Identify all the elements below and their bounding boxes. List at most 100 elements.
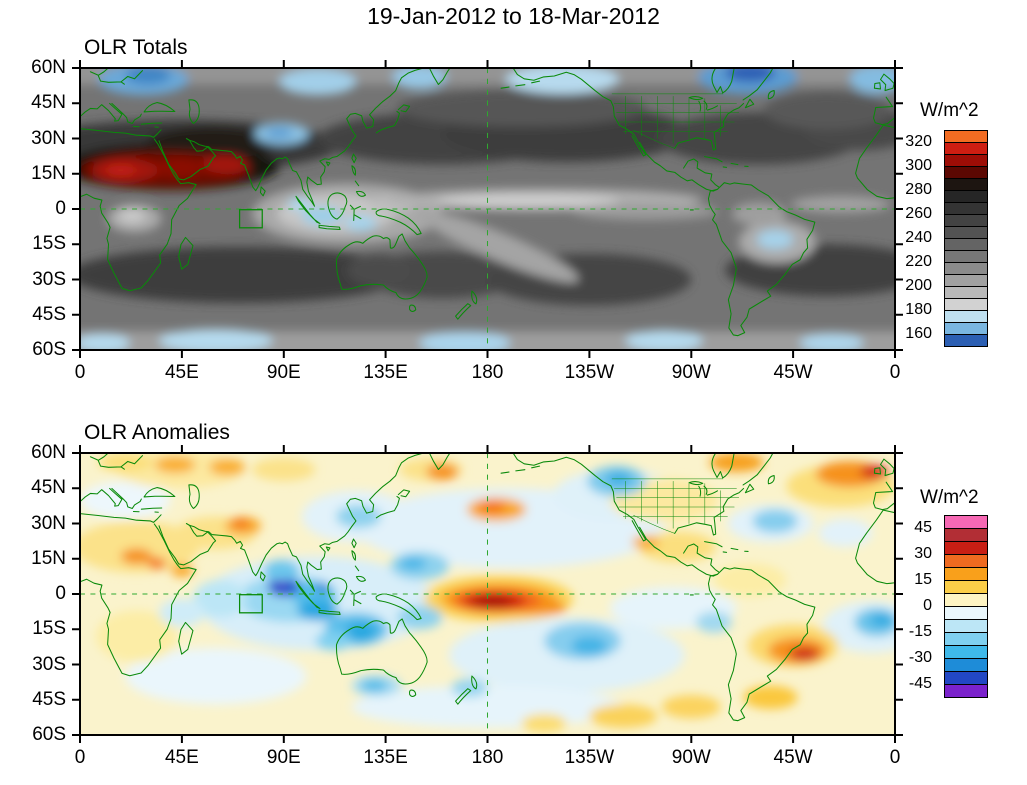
anomalies-left-ticks bbox=[72, 452, 80, 736]
colorbar-cell bbox=[945, 275, 987, 287]
lat-tick-label: 15S bbox=[32, 618, 66, 640]
lon-tick-label: 0 bbox=[74, 747, 86, 768]
anomalies-bottom-ticks bbox=[79, 735, 896, 743]
lat-tick-label: 30N bbox=[31, 512, 66, 534]
anomalies-units-label: W/m^2 bbox=[920, 487, 979, 508]
colorbar-tick-label: -45 bbox=[908, 675, 932, 692]
lon-tick-label: 0 bbox=[889, 362, 901, 383]
colorbar-cell bbox=[945, 620, 987, 633]
colorbar-tick-label: 200 bbox=[905, 277, 932, 294]
colorbar-cell bbox=[945, 594, 987, 607]
lat-tick-label: 15N bbox=[31, 162, 66, 184]
totals-panel-title: OLR Totals bbox=[84, 36, 188, 59]
totals-left-ticks bbox=[72, 67, 80, 351]
colorbar-cell bbox=[945, 685, 987, 697]
anomalies-lon-axis: 0 45E 90E 135E 180 135W 90W 45W 0 bbox=[75, 747, 901, 771]
lon-tick-label: 45W bbox=[773, 747, 813, 768]
colorbar-cell bbox=[945, 191, 987, 203]
colorbar-tick-label: 180 bbox=[905, 301, 932, 318]
lon-tick-label: 90W bbox=[671, 747, 711, 768]
anomalies-top-ticks bbox=[79, 445, 896, 453]
totals-index-box bbox=[238, 209, 263, 229]
colorbar-cell bbox=[945, 131, 987, 143]
lat-tick-label: 60S bbox=[32, 339, 66, 360]
anomalies-lat-axis: 60N 45N 30N 15N 0 15S 30S 45S 60S bbox=[0, 442, 72, 745]
lon-tick-label: 135E bbox=[363, 747, 408, 768]
lon-tick-label: 90E bbox=[266, 362, 301, 383]
lon-tick-label: 90E bbox=[266, 747, 301, 768]
totals-top-ticks bbox=[79, 60, 896, 68]
colorbar-cell bbox=[945, 659, 987, 672]
lat-tick-label: 45S bbox=[32, 303, 66, 325]
lon-tick-label: 90W bbox=[671, 362, 711, 383]
lat-tick-label: 60S bbox=[32, 724, 66, 745]
lon-tick-label: 135W bbox=[564, 362, 615, 383]
lon-tick-label: 45E bbox=[164, 362, 199, 383]
colorbar-tick-label: 45 bbox=[914, 519, 932, 536]
colorbar-cell bbox=[945, 179, 987, 191]
lon-tick-label: 0 bbox=[889, 747, 901, 768]
lat-tick-label: 45N bbox=[31, 92, 66, 114]
colorbar-cell bbox=[945, 227, 987, 239]
colorbar-cell bbox=[945, 215, 987, 227]
colorbar-tick-label: 260 bbox=[905, 205, 932, 222]
colorbar-cell bbox=[945, 263, 987, 275]
colorbar-cell bbox=[945, 287, 987, 299]
anomalies-map bbox=[72, 445, 903, 743]
lat-tick-label: 60N bbox=[31, 442, 66, 463]
anomalies-panel-title: OLR Anomalies bbox=[84, 421, 230, 444]
anomalies-contour-field bbox=[80, 453, 895, 733]
colorbar-cell bbox=[945, 542, 987, 555]
colorbar-cell bbox=[945, 167, 987, 179]
lat-tick-label: 30S bbox=[32, 653, 66, 675]
totals-colorbar bbox=[944, 130, 988, 347]
colorbar-cell bbox=[945, 633, 987, 646]
totals-units-label: W/m^2 bbox=[920, 100, 979, 121]
colorbar-cell bbox=[945, 568, 987, 581]
totals-reference-lines bbox=[80, 68, 895, 350]
anomalies-colorbar bbox=[944, 515, 988, 698]
colorbar-cell bbox=[945, 335, 987, 346]
colorbar-cell bbox=[945, 155, 987, 167]
totals-lat-axis: 60N 45N 30N 15N 0 15S 30S 45S 60S bbox=[0, 57, 72, 360]
lon-tick-label: 180 bbox=[471, 362, 504, 383]
colorbar-tick-label: 220 bbox=[905, 253, 932, 270]
lon-tick-label: 45W bbox=[773, 362, 813, 383]
colorbar-tick-label: 160 bbox=[905, 325, 932, 342]
lat-tick-label: 15S bbox=[32, 233, 66, 255]
totals-lon-axis: 0 45E 90E 135E 180 135W 90W 45W 0 bbox=[75, 362, 901, 386]
colorbar-cell bbox=[945, 581, 987, 594]
colorbar-cell bbox=[945, 311, 987, 323]
figure-title: 19-Jan-2012 to 18-Mar-2012 bbox=[367, 3, 660, 29]
anomalies-right-ticks bbox=[895, 452, 903, 736]
colorbar-tick-label: 30 bbox=[914, 545, 932, 562]
colorbar-cell bbox=[945, 607, 987, 620]
colorbar-cell bbox=[945, 143, 987, 155]
lat-tick-label: 15N bbox=[31, 547, 66, 569]
colorbar-cell bbox=[945, 299, 987, 311]
lat-tick-label: 60N bbox=[31, 57, 66, 78]
colorbar-tick-label: -30 bbox=[908, 649, 932, 666]
totals-field bbox=[80, 68, 895, 350]
colorbar-tick-label: 0 bbox=[923, 597, 932, 614]
colorbar-tick-label: -15 bbox=[908, 623, 932, 640]
colorbar-cell bbox=[945, 672, 987, 685]
colorbar-tick-label: 300 bbox=[905, 157, 932, 174]
colorbar-cell bbox=[945, 323, 987, 335]
colorbar-tick-label: 280 bbox=[905, 181, 932, 198]
colorbar-cell bbox=[945, 251, 987, 263]
anomalies-index-box bbox=[238, 594, 263, 614]
lon-tick-label: 180 bbox=[471, 747, 504, 768]
lat-tick-label: 30S bbox=[32, 268, 66, 290]
colorbar-cell bbox=[945, 529, 987, 542]
lat-tick-label: 45N bbox=[31, 477, 66, 499]
totals-bottom-ticks bbox=[79, 350, 896, 358]
lat-tick-label: 0 bbox=[55, 198, 66, 219]
anomalies-field bbox=[80, 453, 895, 735]
lat-tick-label: 0 bbox=[55, 583, 66, 604]
lon-tick-label: 0 bbox=[74, 362, 86, 383]
lat-tick-label: 30N bbox=[31, 127, 66, 149]
colorbar-cell bbox=[945, 516, 987, 529]
colorbar-cell bbox=[945, 203, 987, 215]
